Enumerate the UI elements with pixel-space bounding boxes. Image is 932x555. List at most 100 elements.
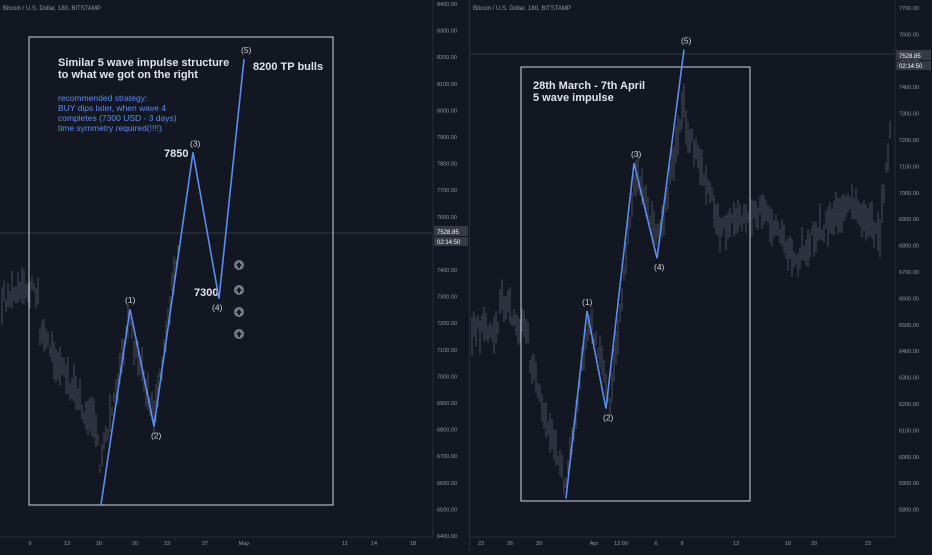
price-tick-label: 7100.00 (899, 164, 919, 170)
left-strategy-line-1: recommended strategy: (58, 93, 147, 103)
wave-segment (656, 49, 685, 259)
price-tick-label: 6600.00 (437, 481, 457, 487)
left-chart-svg[interactable]: Bitcoin / U.S. Dollar, 180, BITSTAMP Sim… (0, 0, 469, 550)
price-tick-label: 7300.00 (899, 112, 919, 118)
price-tick-label: 6800.00 (437, 428, 457, 434)
price-tick-label: 8200.00 (437, 55, 457, 61)
left-countdown-tag (434, 237, 468, 246)
left-box-title-1: Similar 5 wave impulse structure (58, 57, 229, 69)
up-arrow-icon (234, 329, 244, 339)
time-tick-label: 18 (410, 541, 416, 547)
wave-segment (605, 163, 635, 409)
price-tick-label: 8100.00 (437, 82, 457, 88)
up-arrow-icons (234, 260, 244, 339)
right-price-axis[interactable] (895, 0, 932, 537)
time-tick-label: 29 (536, 541, 542, 547)
wave-segment (153, 152, 194, 427)
wave-label: (1) (582, 297, 593, 307)
wave-label: (1) (125, 295, 136, 305)
right-price-tag-text: 7528.85 (899, 54, 921, 60)
price-label-7300: 7300 (194, 287, 218, 299)
price-tick-label: 8300.00 (437, 29, 457, 35)
price-tick-label: 6500.00 (899, 323, 919, 329)
time-tick-label: 6 (654, 541, 657, 547)
price-tick-label: 6400.00 (899, 349, 919, 355)
left-price-tag-text: 7528.85 (437, 230, 459, 236)
time-tick-label: May (239, 541, 250, 547)
price-tick-label: 6200.00 (899, 402, 919, 408)
price-tick-label: 7300.00 (437, 295, 457, 301)
wave-segment (218, 59, 245, 299)
time-tick-label: 11 (342, 541, 348, 547)
price-tick-label: 7700.00 (899, 6, 919, 12)
right-chart-svg[interactable]: Bitcoin / U.S. Dollar, 180, BITSTAMP 28t… (470, 0, 932, 550)
wave-label: (4) (654, 262, 665, 272)
price-tick-label: 6300.00 (899, 376, 919, 382)
up-arrow-icon (234, 285, 244, 295)
price-tick-label: 7400.00 (437, 268, 457, 274)
wave-segment (633, 162, 658, 259)
right-time-axis-ticks[interactable]: 23 26 29 Apr 12:00 6 9 13 16 20 23 (478, 541, 871, 547)
left-annotation-box (28, 36, 334, 506)
time-tick-label: 12:00 (614, 541, 628, 547)
time-tick-label: 27 (202, 541, 208, 547)
right-chart-header: Bitcoin / U.S. Dollar, 180, BITSTAMP (473, 6, 571, 12)
time-tick-label: 26 (507, 541, 513, 547)
left-time-axis-ticks[interactable]: 9 13 16 20 23 27 May 11 14 18 (28, 541, 416, 547)
time-tick-label: Apr (590, 541, 599, 547)
price-tick-label: 7000.00 (437, 374, 457, 380)
price-tick-label: 6400.00 (437, 534, 457, 540)
time-tick-label: 9 (680, 541, 683, 547)
price-label-7850: 7850 (164, 148, 188, 160)
right-price-axis-ticks: 7700.007600.007500.007400.007300.007200.… (899, 6, 919, 514)
time-tick-label: 20 (811, 541, 817, 547)
wave-label: (3) (631, 149, 642, 159)
price-tick-label: 7800.00 (437, 162, 457, 168)
time-tick-label: 13 (733, 541, 739, 547)
left-chart-panel[interactable]: Bitcoin / U.S. Dollar, 180, BITSTAMP Sim… (0, 0, 469, 550)
right-box-title-2: 5 wave impulse (533, 92, 614, 104)
price-tick-label: 8000.00 (437, 108, 457, 114)
left-strategy-line-4: time symmetry required(!!!!) (58, 123, 162, 133)
price-tick-label: 7900.00 (437, 135, 457, 141)
right-chart-panel[interactable]: Bitcoin / U.S. Dollar, 180, BITSTAMP 28t… (470, 0, 932, 550)
left-strategy-line-2: BUY dips later, when wave 4 (58, 103, 166, 113)
price-tick-label: 6600.00 (899, 296, 919, 302)
wave-label: (2) (151, 430, 162, 440)
price-tick-label: 6500.00 (437, 507, 457, 513)
price-tick-label: 6900.00 (899, 217, 919, 223)
price-tick-label: 6000.00 (899, 455, 919, 461)
time-tick-label: 14 (371, 541, 377, 547)
left-strategy-line-3: completes (7300 USD - 3 days) (58, 113, 177, 123)
price-tick-label: 7000.00 (899, 191, 919, 197)
price-tick-label: 7200.00 (899, 138, 919, 144)
price-tick-label: 6100.00 (899, 428, 919, 434)
price-tick-label: 6900.00 (437, 401, 457, 407)
right-countdown-text: 02:14:50 (899, 64, 923, 70)
price-tick-label: 7100.00 (437, 348, 457, 354)
wave-label: (3) (190, 138, 201, 148)
time-tick-label: 9 (28, 541, 31, 547)
wave-label: (5) (241, 45, 252, 55)
price-tick-label: 5900.00 (899, 481, 919, 487)
left-price-axis-ticks: 8400.00 8300.00 8200.00 8100.00 8000.00 7900.… (437, 2, 457, 540)
price-tick-label: 6800.00 (899, 244, 919, 250)
right-candles (471, 83, 891, 495)
price-tick-label: 7600.00 (437, 215, 457, 221)
panel-divider[interactable] (469, 0, 470, 550)
price-tick-label: 7700.00 (437, 188, 457, 194)
price-tick-label: 7200.00 (437, 321, 457, 327)
left-price-tag (434, 226, 468, 236)
price-tick-label: 7400.00 (899, 85, 919, 91)
time-tick-label: 16 (96, 541, 102, 547)
right-annotation-box (520, 66, 751, 502)
time-tick-label: 13 (64, 541, 70, 547)
wave-label: (5) (681, 36, 692, 46)
wave-segment (100, 309, 131, 505)
right-box-title-1: 28th March - 7th April (533, 80, 645, 92)
wave-label: (2) (603, 413, 614, 423)
price-tick-label: 6700.00 (437, 454, 457, 460)
left-price-axis[interactable] (433, 0, 469, 537)
wave-segment (565, 310, 588, 499)
left-box-title-2: to what we got on the right (58, 69, 198, 81)
